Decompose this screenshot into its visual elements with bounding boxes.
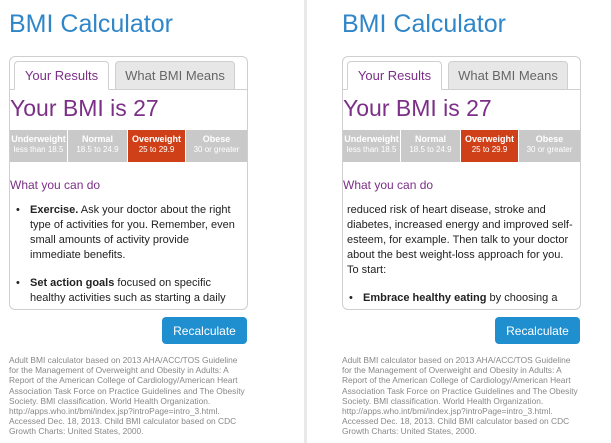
category-name: Obese [202,134,231,144]
bmi-category-scale: Underweight less than 18.5 Normal 18.5 t… [343,130,580,162]
recalculate-button[interactable]: Recalculate [495,317,580,344]
tip-title: Set action goals [30,277,115,289]
category-name: Underweight [11,134,66,144]
tip-item: • Embrace healthy eating by choosing a v… [347,291,575,305]
category-name: Overweight [131,134,181,144]
category-underweight: Underweight less than 18.5 [10,130,68,162]
tip-title: Embrace healthy eating [363,292,487,304]
category-range: 30 or greater [193,145,240,154]
category-range: less than 18.5 [13,145,64,154]
category-range: 25 to 29.9 [471,145,508,154]
tab-bar: Your Results What BMI Means [343,57,580,93]
recalculate-button[interactable]: Recalculate [162,317,247,344]
bullet-icon: • [16,204,20,216]
category-obese: Obese 30 or greater [519,130,580,162]
left-screen: BMI Calculator Your Results What BMI Mea… [0,0,295,443]
tips-scroll-area[interactable]: reduced risk of heart disease, stroke an… [347,203,575,305]
category-range: 18.5 to 24.9 [76,145,119,154]
bmi-result-heading: Your BMI is 27 [10,95,159,121]
app-title: BMI Calculator [342,10,506,38]
category-range: 18.5 to 24.9 [409,145,452,154]
app-title: BMI Calculator [9,10,173,38]
results-card: Your Results What BMI Means Your BMI is … [342,56,581,310]
tab-your-results[interactable]: Your Results [14,61,109,90]
category-overweight-active: Overweight 25 to 29.9 [128,130,186,162]
tip-title: Exercise. [30,204,79,216]
tips-list: • Embrace healthy eating by choosing a v… [347,291,575,305]
tip-item: • Exercise. Ask your doctor about the ri… [14,203,242,263]
tip-text: by choosing a variety of nutrient-rich f… [489,292,558,304]
source-footnote: Adult BMI calculator based on 2013 AHA/A… [342,355,578,437]
bmi-result-heading: Your BMI is 27 [343,95,492,121]
tab-what-bmi-means[interactable]: What BMI Means [115,61,235,90]
bmi-category-scale: Underweight less than 18.5 Normal 18.5 t… [10,130,247,162]
tip-item: • Set action goals focused on specific h… [14,276,242,305]
section-heading: What you can do [10,178,101,192]
tab-your-results[interactable]: Your Results [347,61,442,90]
section-heading: What you can do [343,178,434,192]
bullet-icon: • [16,277,20,289]
screen-divider [304,0,307,443]
category-name: Underweight [344,134,399,144]
results-card: Your Results What BMI Means Your BMI is … [9,56,248,310]
category-normal: Normal 18.5 to 24.9 [401,130,461,162]
category-name: Obese [535,134,564,144]
tips-scroll-area[interactable]: • Exercise. Ask your doctor about the ri… [14,203,242,305]
right-screen: BMI Calculator Your Results What BMI Mea… [333,0,611,443]
tip-paragraph: reduced risk of heart disease, stroke an… [347,204,573,276]
category-name: Normal [81,134,113,144]
category-obese: Obese 30 or greater [186,130,247,162]
bullet-icon: • [349,292,353,304]
category-name: Normal [414,134,446,144]
tab-bar: Your Results What BMI Means [10,57,247,93]
category-underweight: Underweight less than 18.5 [343,130,401,162]
tab-what-bmi-means[interactable]: What BMI Means [448,61,568,90]
source-footnote: Adult BMI calculator based on 2013 AHA/A… [9,355,245,437]
category-range: 30 or greater [526,145,573,154]
category-range: 25 to 29.9 [138,145,175,154]
category-name: Overweight [464,134,514,144]
tips-list: • Exercise. Ask your doctor about the ri… [14,203,242,305]
category-overweight-active: Overweight 25 to 29.9 [461,130,519,162]
category-normal: Normal 18.5 to 24.9 [68,130,128,162]
tip-text: focused on specific healthy activities s… [30,277,226,304]
category-range: less than 18.5 [346,145,397,154]
tip-text: Ask your doctor about the right type of … [30,204,235,261]
